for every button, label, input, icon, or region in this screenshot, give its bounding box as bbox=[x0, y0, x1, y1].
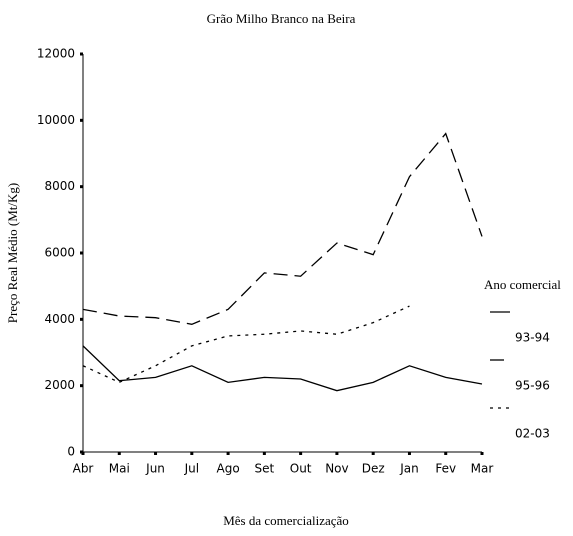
x-tick-label: Set bbox=[255, 462, 275, 476]
x-tick bbox=[371, 452, 375, 455]
x-tick-label: Fev bbox=[435, 462, 456, 476]
x-tick bbox=[226, 452, 230, 455]
y-tick bbox=[80, 251, 83, 255]
y-tick-label: 4000 bbox=[44, 312, 75, 326]
x-axis-label: Mês da comercialização bbox=[223, 513, 349, 528]
x-tick-label: Dez bbox=[362, 462, 385, 476]
x-tick-label: Out bbox=[290, 462, 312, 476]
x-tick bbox=[299, 452, 303, 455]
x-tick-label: Jun bbox=[145, 462, 165, 476]
x-tick bbox=[444, 452, 448, 455]
x-tick-label: Jul bbox=[184, 462, 199, 476]
x-tick bbox=[262, 452, 266, 455]
y-tick-label: 10000 bbox=[37, 113, 75, 127]
series-line bbox=[82, 132, 483, 325]
series-line bbox=[82, 345, 483, 392]
x-tick bbox=[335, 452, 339, 455]
x-tick-label: Jan bbox=[399, 462, 419, 476]
y-tick-label: 8000 bbox=[44, 179, 75, 193]
legend-label: 93-94 bbox=[515, 331, 550, 345]
x-tick-label: Abr bbox=[73, 462, 94, 476]
legend-label: 02-03 bbox=[515, 427, 550, 441]
legend-label: 95-96 bbox=[515, 379, 550, 393]
y-tick bbox=[80, 118, 83, 122]
y-tick-label: 0 bbox=[67, 445, 75, 459]
x-tick-label: Nov bbox=[325, 462, 348, 476]
x-tick bbox=[154, 452, 158, 455]
y-tick-label: 6000 bbox=[44, 246, 75, 260]
y-tick bbox=[80, 384, 83, 388]
x-tick bbox=[190, 452, 194, 455]
x-tick-label: Ago bbox=[217, 462, 240, 476]
chart-title: Grão Milho Branco na Beira bbox=[207, 11, 356, 26]
x-tick bbox=[407, 452, 411, 455]
series-line bbox=[82, 305, 410, 384]
y-tick bbox=[80, 185, 83, 189]
y-axis-label: Preço Real Médio (Mt/Kg) bbox=[5, 183, 20, 323]
x-tick-label: Mai bbox=[109, 462, 130, 476]
y-tick bbox=[80, 52, 83, 56]
x-tick bbox=[117, 452, 121, 455]
x-tick bbox=[81, 452, 85, 455]
x-tick bbox=[480, 452, 484, 455]
legend-title: Ano comercial bbox=[484, 277, 561, 292]
x-tick-label: Mar bbox=[471, 462, 494, 476]
y-tick-label: 12000 bbox=[37, 47, 75, 61]
y-tick-label: 2000 bbox=[44, 378, 75, 392]
y-tick bbox=[80, 317, 83, 321]
